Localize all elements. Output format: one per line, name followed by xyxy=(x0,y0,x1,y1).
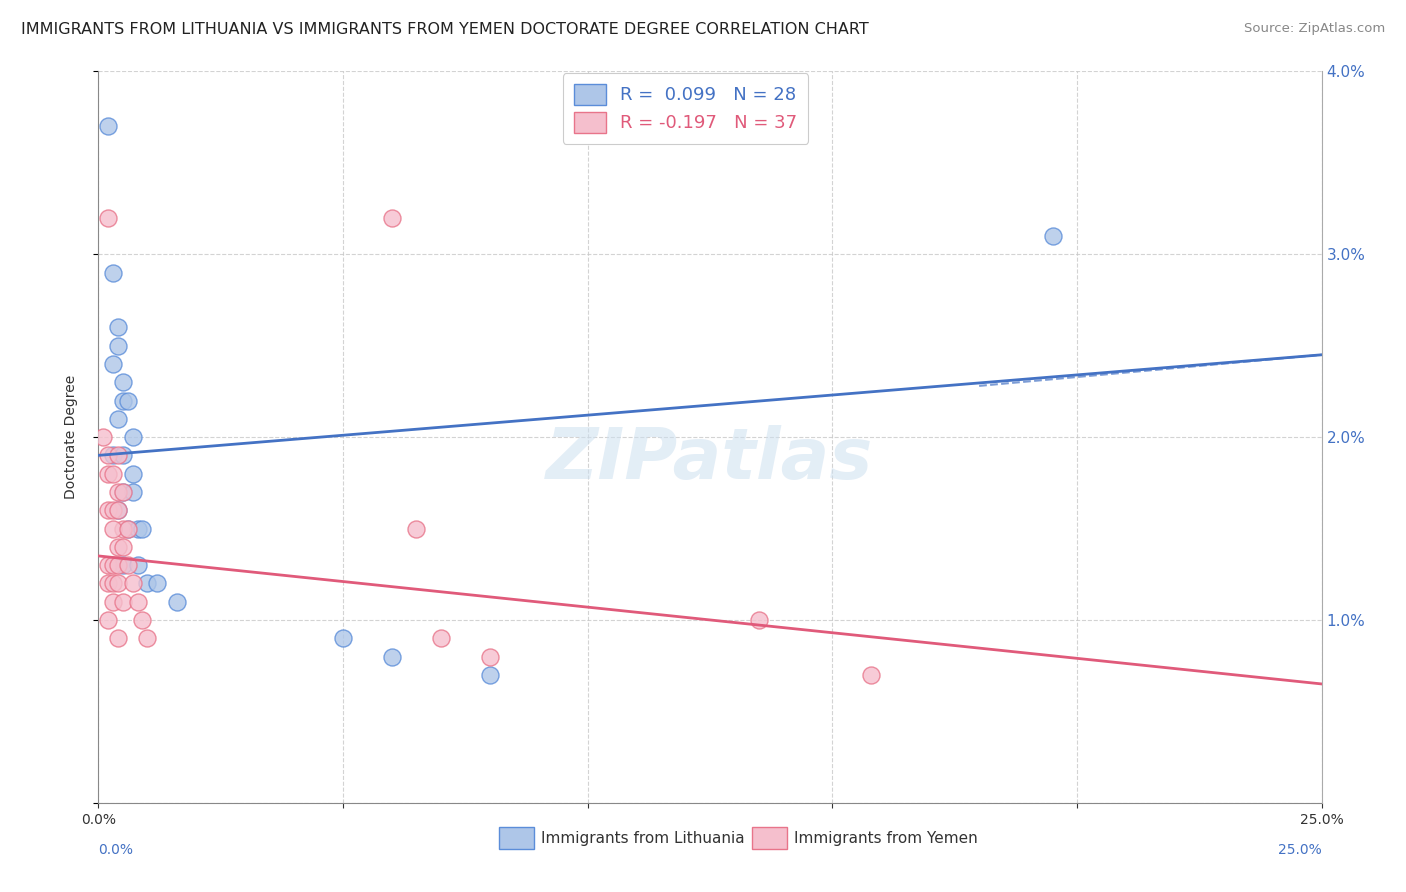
Point xyxy=(107,632,129,646)
Point xyxy=(748,613,770,627)
Point xyxy=(117,558,139,573)
Point xyxy=(860,667,883,681)
Point xyxy=(117,521,139,535)
Point xyxy=(101,449,124,463)
Point xyxy=(117,393,139,408)
Text: 0.0%: 0.0% xyxy=(98,843,134,857)
Point xyxy=(101,357,124,371)
Text: ZIPatlas: ZIPatlas xyxy=(547,425,873,493)
Point xyxy=(97,558,120,573)
Point xyxy=(381,211,404,225)
Point xyxy=(166,594,188,608)
Point xyxy=(97,576,120,591)
Point xyxy=(101,594,124,608)
Text: Immigrants from Lithuania: Immigrants from Lithuania xyxy=(541,831,745,846)
Point xyxy=(146,576,169,591)
Point xyxy=(121,576,143,591)
Point xyxy=(107,485,129,500)
Point xyxy=(97,119,120,133)
Point xyxy=(107,503,129,517)
Point xyxy=(121,467,143,481)
Point xyxy=(111,540,134,554)
Point xyxy=(107,338,129,352)
Point xyxy=(97,211,120,225)
Point xyxy=(111,558,134,573)
Point xyxy=(101,521,124,535)
Point xyxy=(111,594,134,608)
Point xyxy=(111,393,134,408)
Point xyxy=(332,632,354,646)
Point xyxy=(111,376,134,390)
Point xyxy=(478,667,501,681)
Point xyxy=(101,558,124,573)
Point xyxy=(131,613,153,627)
Point xyxy=(107,449,129,463)
Point xyxy=(107,540,129,554)
Text: IMMIGRANTS FROM LITHUANIA VS IMMIGRANTS FROM YEMEN DOCTORATE DEGREE CORRELATION : IMMIGRANTS FROM LITHUANIA VS IMMIGRANTS … xyxy=(21,22,869,37)
Point xyxy=(101,467,124,481)
Point xyxy=(107,558,129,573)
Point xyxy=(111,485,134,500)
Point xyxy=(107,412,129,426)
Point xyxy=(107,576,129,591)
Point xyxy=(111,485,134,500)
Point xyxy=(97,467,120,481)
Point xyxy=(97,449,120,463)
Point xyxy=(127,594,149,608)
Point xyxy=(136,632,159,646)
Point xyxy=(97,503,120,517)
Point xyxy=(117,521,139,535)
Point xyxy=(405,521,427,535)
Point xyxy=(136,576,159,591)
Point xyxy=(121,430,143,444)
Point xyxy=(97,613,120,627)
Point xyxy=(127,558,149,573)
Point xyxy=(91,430,114,444)
Point xyxy=(107,503,129,517)
Point xyxy=(127,521,149,535)
Text: Source: ZipAtlas.com: Source: ZipAtlas.com xyxy=(1244,22,1385,36)
Point xyxy=(381,649,404,664)
Text: Immigrants from Yemen: Immigrants from Yemen xyxy=(794,831,979,846)
Text: 25.0%: 25.0% xyxy=(1278,843,1322,857)
Point xyxy=(111,521,134,535)
Point xyxy=(121,485,143,500)
Point xyxy=(101,266,124,280)
Point xyxy=(101,576,124,591)
Point xyxy=(478,649,501,664)
Point xyxy=(101,503,124,517)
Point xyxy=(107,320,129,334)
Point xyxy=(1042,228,1064,243)
Point xyxy=(131,521,153,535)
Legend: R =  0.099   N = 28, R = -0.197   N = 37: R = 0.099 N = 28, R = -0.197 N = 37 xyxy=(562,73,808,144)
Y-axis label: Doctorate Degree: Doctorate Degree xyxy=(63,375,77,500)
Point xyxy=(430,632,453,646)
Point xyxy=(111,449,134,463)
